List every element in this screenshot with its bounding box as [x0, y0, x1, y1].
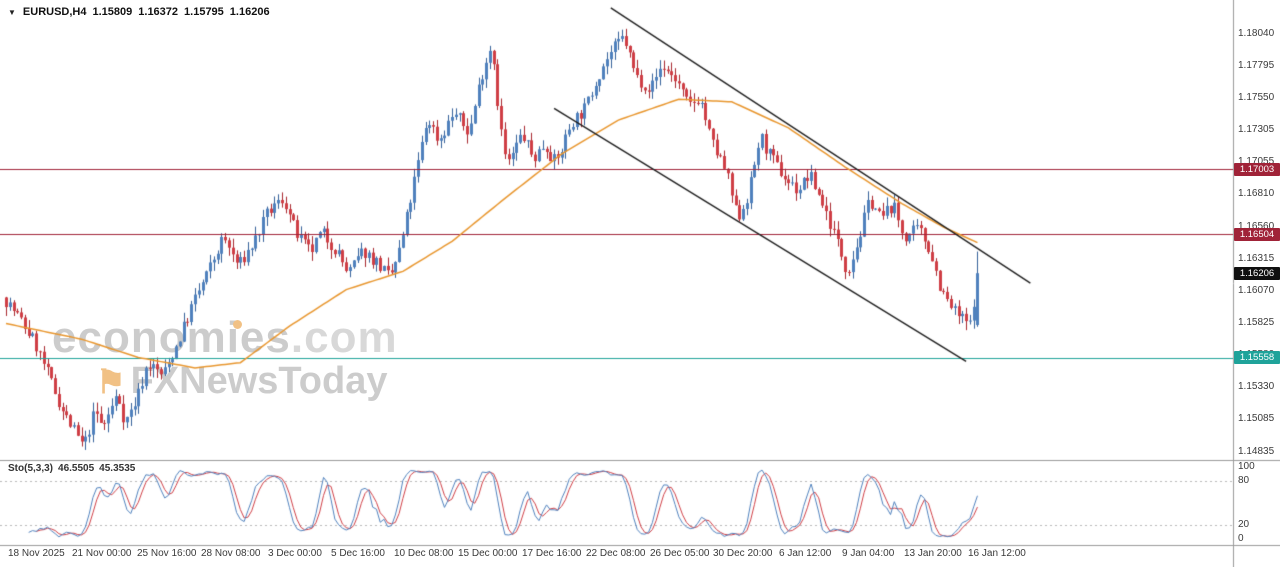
price-tick-label: 1.17305: [1238, 123, 1275, 135]
stochastic-tick-label: 100: [1238, 461, 1255, 472]
stochastic-label: Sto(5,3,3) 46.5505 45.3535: [8, 463, 135, 474]
time-tick-label: 3 Dec 00:00: [268, 548, 322, 559]
stochastic-tick-label: 80: [1238, 475, 1250, 487]
ohlc-high: 1.16372: [138, 6, 179, 18]
price-tick-label: 1.15825: [1238, 316, 1275, 328]
price-tick-label: 1.15085: [1238, 413, 1275, 425]
time-tick-label: 30 Dec 20:00: [713, 548, 773, 559]
stochastic-d-value: 45.3535: [99, 463, 136, 474]
price-badge-resistance: 1.16504: [1234, 227, 1280, 241]
time-tick-label: 15 Dec 00:00: [458, 548, 518, 559]
ohlc-open: 1.15809: [92, 6, 133, 18]
price-tick-label: 1.16315: [1238, 252, 1275, 264]
time-tick-label: 18 Nov 2025: [8, 548, 65, 559]
price-tick-label: 1.15330: [1238, 381, 1275, 393]
symbol-header: ▼ EURUSD,H4 1.15809 1.16372 1.15795 1.16…: [8, 6, 270, 18]
stochastic-tick-label: 20: [1238, 518, 1250, 530]
price-badge-current-price: 1.16206: [1234, 266, 1280, 280]
time-tick-label: 9 Jan 04:00: [842, 548, 895, 559]
price-tick-label: 1.14835: [1238, 446, 1275, 457]
time-tick-label: 13 Jan 20:00: [904, 548, 962, 559]
price-tick-label: 1.16810: [1238, 188, 1275, 200]
price-tick-label: 1.17550: [1238, 91, 1275, 103]
time-tick-label: 5 Dec 16:00: [331, 548, 385, 559]
time-tick-label: 10 Dec 08:00: [394, 548, 454, 559]
chevron-down-icon[interactable]: ▼: [8, 7, 16, 17]
time-tick-label: 21 Nov 00:00: [72, 548, 132, 559]
price-badge-resistance: 1.17003: [1234, 162, 1280, 176]
time-tick-label: 25 Nov 16:00: [137, 548, 197, 559]
price-tick-label: 1.17055: [1238, 156, 1275, 168]
price-tick-label: 1.18040: [1238, 28, 1275, 39]
stochastic-tick-label: 0: [1238, 533, 1244, 544]
stochastic-name: Sto(5,3,3): [8, 463, 54, 474]
price-tick-label: 1.16070: [1238, 284, 1275, 296]
stochastic-k-value: 46.5505: [58, 463, 95, 474]
ohlc-close: 1.16206: [229, 6, 270, 18]
time-tick-label: 16 Jan 12:00: [968, 548, 1026, 559]
time-tick-label: 6 Jan 12:00: [779, 548, 832, 559]
symbol-period-label: EURUSD,H4: [22, 6, 87, 18]
time-tick-label: 17 Dec 16:00: [522, 548, 582, 559]
price-badge-support: 1.15558: [1234, 351, 1280, 365]
ohlc-low: 1.15795: [184, 6, 224, 18]
price-tick-label: 1.16560: [1238, 221, 1275, 233]
time-tick-label: 22 Dec 08:00: [586, 548, 646, 559]
time-tick-label: 28 Nov 08:00: [201, 548, 261, 559]
time-tick-label: 26 Dec 05:00: [650, 548, 710, 559]
price-tick-label: 1.17795: [1238, 59, 1275, 71]
